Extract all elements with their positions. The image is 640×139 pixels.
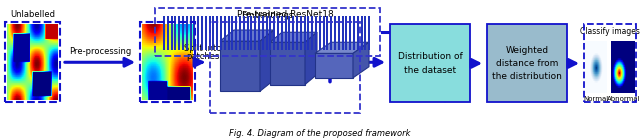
Bar (5, 22, 60, 102)
Bar (360, 16, 363, 50)
Bar (155, 8, 380, 56)
Text: Unlabelled: Unlabelled (10, 10, 55, 19)
Bar (300, 16, 302, 50)
Bar (390, 24, 470, 102)
Bar (197, 16, 199, 50)
Bar (269, 16, 271, 50)
Text: Weighted: Weighted (506, 46, 548, 54)
Bar (178, 16, 180, 50)
Bar (315, 16, 317, 50)
Bar (330, 16, 332, 50)
Bar (246, 16, 249, 50)
Bar (368, 16, 371, 50)
Polygon shape (270, 42, 305, 85)
Bar (258, 16, 260, 50)
Bar (254, 16, 256, 50)
Bar (163, 16, 165, 50)
Bar (205, 16, 207, 50)
Bar (224, 16, 226, 50)
Polygon shape (220, 30, 274, 41)
Polygon shape (353, 42, 369, 78)
Bar (346, 16, 348, 50)
Text: Pre-trained ResNet18: Pre-trained ResNet18 (237, 10, 333, 19)
Bar (167, 16, 169, 50)
Text: Pre-processing: Pre-processing (69, 47, 131, 56)
Polygon shape (260, 30, 274, 91)
Bar (266, 16, 268, 50)
Text: Classify images: Classify images (580, 27, 640, 36)
Bar (243, 16, 245, 50)
Bar (289, 16, 291, 50)
Text: patches: patches (186, 52, 219, 61)
Bar (311, 16, 314, 50)
Text: the dataset: the dataset (404, 66, 456, 75)
Bar (334, 16, 336, 50)
Bar (357, 16, 359, 50)
Bar (364, 16, 367, 50)
Text: distance from: distance from (496, 59, 558, 68)
Bar (182, 16, 184, 50)
Polygon shape (315, 42, 369, 53)
Bar (292, 16, 294, 50)
Polygon shape (220, 41, 260, 91)
Text: Fig. 4. Diagram of the proposed framework: Fig. 4. Diagram of the proposed framewor… (229, 129, 411, 138)
Text: the distribution: the distribution (492, 72, 562, 81)
Text: Distribution of: Distribution of (397, 52, 462, 61)
Bar (296, 16, 298, 50)
Bar (186, 16, 188, 50)
Bar (303, 16, 306, 50)
Bar (319, 16, 321, 50)
Bar (285, 16, 287, 50)
Bar (277, 16, 279, 50)
Bar (353, 16, 355, 50)
Bar (250, 16, 253, 50)
Bar (212, 16, 214, 50)
Bar (201, 16, 203, 50)
Bar (236, 16, 237, 50)
Text: Split into: Split into (184, 44, 221, 53)
Bar (228, 16, 230, 50)
Bar (193, 16, 195, 50)
Bar (349, 16, 351, 50)
Text: Embeddings: Embeddings (241, 11, 294, 20)
Bar (210, 22, 360, 113)
Bar (209, 16, 211, 50)
Bar (239, 16, 241, 50)
Bar (189, 16, 192, 50)
Polygon shape (270, 32, 317, 42)
Text: Normal: Normal (584, 96, 609, 102)
Bar (216, 16, 218, 50)
Bar (307, 16, 310, 50)
Bar (326, 16, 328, 50)
Polygon shape (315, 53, 353, 78)
Bar (342, 16, 344, 50)
Bar (220, 16, 222, 50)
Bar (281, 16, 283, 50)
Bar (171, 16, 173, 50)
Bar (140, 22, 195, 102)
Bar (174, 16, 177, 50)
Bar (323, 16, 324, 50)
Bar (262, 16, 264, 50)
Bar (273, 16, 275, 50)
Bar (232, 16, 234, 50)
Bar (487, 24, 567, 102)
Bar (584, 24, 636, 102)
Polygon shape (305, 32, 317, 85)
Bar (338, 16, 340, 50)
Text: Abnormal: Abnormal (607, 96, 640, 102)
